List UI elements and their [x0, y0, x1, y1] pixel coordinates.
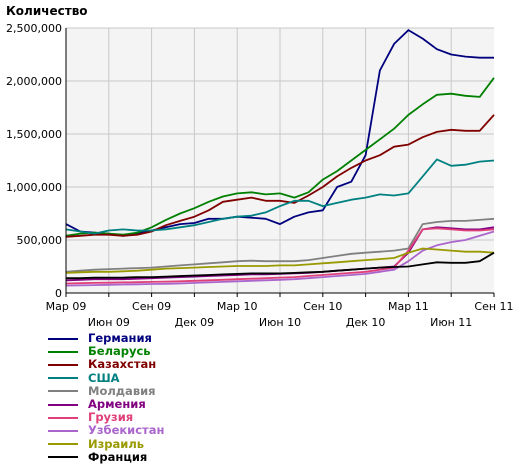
legend-swatch: [48, 350, 78, 353]
series-line: [65, 114, 495, 238]
series-lines: [65, 29, 495, 287]
legend-label: Израиль: [88, 436, 145, 451]
x-tick-label: Июн 11: [430, 316, 472, 329]
legend-label: Молдавия: [88, 383, 156, 398]
legend-swatch: [48, 377, 78, 380]
legend-item: Грузия: [48, 411, 164, 424]
y-tick-label: 500,000: [17, 234, 63, 247]
x-tick-label: Сен 09: [132, 300, 171, 313]
legend-swatch: [48, 429, 78, 432]
legend-swatch: [48, 403, 78, 406]
y-tick-label: 2,000,000: [6, 75, 62, 88]
series-line: [65, 29, 494, 237]
legend-swatch: [48, 390, 78, 393]
series-line: [65, 227, 495, 285]
legend-label: Узбекистан: [88, 423, 165, 438]
legend-swatch: [48, 443, 78, 446]
x-tick-label: Июн 09: [88, 316, 130, 329]
legend-swatch: [48, 456, 78, 459]
legend-item: Молдавия: [48, 383, 164, 398]
legend-item: Армения: [48, 398, 164, 411]
y-tick-label: 1,000,000: [6, 181, 62, 194]
legend-item: Казахстан: [48, 358, 164, 371]
legend-item: США: [48, 370, 164, 385]
legend-label: Грузия: [88, 410, 134, 425]
legend-item: Германия: [48, 332, 164, 345]
legend-label: Армения: [88, 397, 146, 412]
line-chart: 0 500,000 1,000,000 1,500,000 2,000,000 2,500…: [6, 4, 514, 329]
legend-swatch: [48, 363, 78, 366]
legend-item: Франция: [48, 449, 164, 464]
y-tick-label: 0: [55, 287, 62, 300]
series-line: [65, 158, 495, 235]
series-line: [65, 77, 495, 237]
legend-label: Германия: [88, 331, 152, 346]
x-tick-label: Мар 10: [217, 300, 258, 313]
series-line: [65, 247, 495, 274]
series-line: [65, 230, 495, 287]
x-tick-label: Мар 11: [388, 300, 429, 313]
legend-label: Беларусь: [88, 344, 151, 359]
x-tick-label: Мар 09: [46, 300, 87, 313]
legend-label: Франция: [88, 449, 148, 464]
legend-label: США: [88, 370, 120, 385]
x-tick-label: Июн 10: [259, 316, 301, 329]
legend-label: Казахстан: [88, 357, 157, 372]
legend-swatch: [48, 416, 78, 419]
y-tick-label: 1,500,000: [6, 128, 62, 141]
y-tick-label: 2,500,000: [6, 22, 62, 35]
legend-item: Израиль: [48, 436, 164, 451]
legend-swatch: [48, 337, 78, 340]
y-ticks: 0 500,000 1,000,000 1,500,000 2,000,000 2,500…: [6, 22, 62, 300]
x-tick-label: Дек 09: [175, 316, 215, 329]
legend-item: Беларусь: [48, 345, 164, 358]
series-line: [65, 217, 495, 273]
x-tick-label: Сен 10: [303, 300, 342, 313]
x-tick-label: Сен 11: [474, 300, 513, 313]
y-axis-title: Количество: [6, 4, 88, 18]
legend-item: Узбекистан: [48, 424, 164, 437]
x-tick-label: Дек 10: [346, 316, 386, 329]
series-line: [66, 251, 495, 280]
legend: Германия Беларусь Казахстан США Молдавия Арме…: [48, 332, 164, 464]
gridlines: [66, 27, 494, 293]
